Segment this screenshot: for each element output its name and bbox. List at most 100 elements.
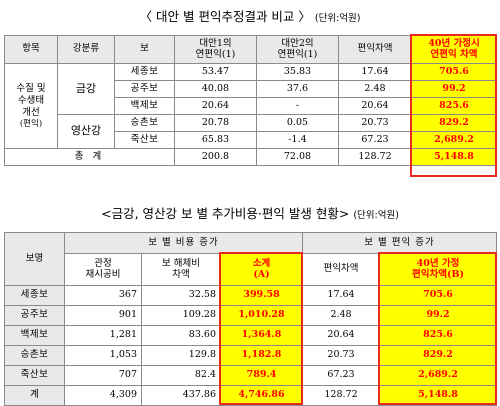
alt1-value: 53.47 bbox=[174, 63, 257, 81]
total-label: 총 계 bbox=[4, 148, 175, 166]
table1-header-row: 항목 강분류 보 대안1의 연편익(1) 대안2의 연편익(1) 편익차액 40… bbox=[4, 35, 497, 64]
well-value: 1,281 bbox=[64, 325, 142, 346]
header-weir: 보 bbox=[114, 35, 175, 64]
alt2-value: - bbox=[256, 97, 339, 115]
total-label: 계 bbox=[4, 385, 65, 406]
header-demolition-line1: 보 해체비 bbox=[162, 257, 200, 269]
total-benefit-diff: 128.72 bbox=[302, 385, 381, 406]
header-weir-name: 보명 bbox=[4, 232, 65, 286]
diff-value: 20.73 bbox=[338, 114, 412, 132]
table1-unit: (단위:억원) bbox=[314, 13, 361, 24]
y40-benefit-value: 2,689.2 bbox=[379, 365, 498, 386]
header-40yr-benefit: 40년 가정 편익차액(B) bbox=[379, 253, 498, 286]
table2-header-row2: 관정 재시공비 보 해체비 차액 소계 (A) 편익차액 40년 가정 편익차액… bbox=[5, 253, 498, 286]
benefit-diff-value: 67.23 bbox=[302, 365, 381, 386]
total-subtotal: 4,746.86 bbox=[219, 385, 304, 406]
river-yeongsan: 영산강 bbox=[57, 114, 115, 149]
y40-value: 705.6 bbox=[411, 63, 497, 81]
table2-total-row: 계 4,309 437.86 4,746.86 128.72 5,148.8 bbox=[4, 385, 498, 406]
demolition-value: 109.28 bbox=[141, 305, 221, 326]
table2-unit: (단위:억원) bbox=[353, 210, 399, 221]
header-well-cost: 관정 재시공비 bbox=[64, 253, 142, 286]
subtotal-value: 1,010.28 bbox=[219, 305, 304, 326]
benefit-diff-value: 2.48 bbox=[302, 305, 381, 326]
table1-title: 〈 대안 별 편익추정결과 비교 〉 bbox=[139, 9, 311, 24]
header-well-cost-line1: 관정 bbox=[94, 257, 112, 269]
demolition-value: 82.4 bbox=[141, 365, 221, 386]
weir-name: 세종보 bbox=[114, 63, 175, 81]
weir-name: 죽산보 bbox=[114, 131, 175, 149]
table2-title: <금강, 영산강 보 별 추가비용·편익 발생 현황> bbox=[101, 206, 350, 221]
header-40yr-benefit-line2: 편익차액(B) bbox=[412, 268, 464, 280]
well-value: 707 bbox=[64, 365, 142, 386]
subtotal-value: 399.58 bbox=[219, 285, 304, 306]
weir-name: 승촌보 bbox=[4, 345, 65, 366]
alt1-value: 20.78 bbox=[174, 114, 257, 132]
y40-value: 829.2 bbox=[411, 114, 497, 132]
header-subtotal-line1: 소계 bbox=[252, 257, 271, 269]
weir-name: 공주보 bbox=[114, 80, 175, 98]
subtotal-value: 1,364.8 bbox=[219, 325, 304, 346]
demolition-value: 83.60 bbox=[141, 325, 221, 346]
table-row: 백제보 20.64 - 20.64 825.6 bbox=[5, 97, 497, 115]
subtotal-value: 789.4 bbox=[219, 365, 304, 386]
header-demolition-diff: 보 해체비 차액 bbox=[141, 253, 221, 286]
total-demolition: 437.86 bbox=[141, 385, 221, 406]
table2: 보명 보 별 비용 증가 보 별 편익 증가 관정 재시공비 보 해체비 차액 … bbox=[4, 232, 498, 406]
y40-benefit-value: 825.6 bbox=[379, 325, 498, 346]
diff-value: 67.23 bbox=[338, 131, 412, 149]
alt2-value: 0.05 bbox=[256, 114, 339, 132]
table-row: 공주보 40.08 37.6 2.48 99.2 bbox=[5, 80, 497, 98]
header-cost-group: 보 별 비용 증가 bbox=[63, 232, 304, 254]
header-diff: 편익차액 bbox=[338, 35, 412, 64]
benefit-diff-value: 20.64 bbox=[302, 325, 381, 346]
benefit-diff-value: 17.64 bbox=[302, 285, 381, 306]
total-diff: 128.72 bbox=[338, 148, 412, 166]
weir-name: 세종보 bbox=[4, 285, 65, 306]
y40-benefit-value: 829.2 bbox=[379, 345, 498, 366]
header-alt1-line1: 대안1의 bbox=[199, 37, 232, 49]
diff-value: 2.48 bbox=[338, 80, 412, 98]
diff-value: 20.64 bbox=[338, 97, 412, 115]
alt2-value: -1.4 bbox=[256, 131, 339, 149]
y40-value: 99.2 bbox=[411, 80, 497, 98]
diff-value: 17.64 bbox=[338, 63, 412, 81]
alt2-value: 35.83 bbox=[256, 63, 339, 81]
alt1-value: 40.08 bbox=[174, 80, 257, 98]
header-subtotal-line2: (A) bbox=[253, 268, 270, 280]
demolition-value: 129.8 bbox=[141, 345, 221, 366]
river-geum: 금강 bbox=[57, 63, 115, 115]
header-benefit-group: 보 별 편익 증가 bbox=[302, 232, 498, 254]
weir-name: 죽산보 bbox=[4, 365, 65, 386]
well-value: 367 bbox=[64, 285, 142, 306]
y40-value: 2,689.2 bbox=[411, 131, 497, 149]
table1-title-line: 〈 대안 별 편익추정결과 비교 〉 (단위:억원) bbox=[0, 6, 500, 25]
y40-benefit-value: 99.2 bbox=[379, 305, 498, 326]
header-40yr-line2: 연편익 차액 bbox=[430, 48, 478, 60]
weir-name: 백제보 bbox=[114, 97, 175, 115]
header-40yr-benefit-line1: 40년 가정 bbox=[416, 257, 460, 269]
total-well: 4,309 bbox=[64, 385, 142, 406]
header-alt2: 대안2의 연편익(1) bbox=[256, 35, 339, 64]
item-label-line3: 개선 bbox=[22, 106, 40, 118]
demolition-value: 32.58 bbox=[141, 285, 221, 306]
header-well-cost-line2: 재시공비 bbox=[85, 268, 121, 280]
table-row: 영산강 승촌보 20.78 0.05 20.73 829.2 bbox=[5, 114, 497, 149]
table2-header-row1: 보명 보 별 비용 증가 보 별 편익 증가 bbox=[4, 232, 498, 286]
table1-total-row: 총 계 200.8 72.08 128.72 5,148.8 bbox=[4, 148, 497, 166]
header-item: 항목 bbox=[4, 35, 58, 64]
weir-name: 공주보 bbox=[4, 305, 65, 326]
table-row: 세종보 367 32.58 399.58 17.64 705.6 bbox=[4, 285, 498, 306]
total-y40: 5,148.8 bbox=[411, 148, 497, 166]
total-alt2: 72.08 bbox=[256, 148, 339, 166]
item-label-line1: 수질 및 bbox=[16, 82, 46, 94]
table-row: 수질 및 수생태 개선 (편익) 금강 세종보 53.47 35.83 17.6… bbox=[4, 63, 497, 149]
header-benefit-diff: 편익차액 bbox=[302, 253, 381, 286]
header-alt1-line2: 연편익(1) bbox=[195, 48, 236, 60]
weir-name: 승촌보 bbox=[114, 114, 175, 132]
benefit-diff-value: 20.73 bbox=[302, 345, 381, 366]
header-demolition-line2: 차액 bbox=[172, 268, 190, 280]
well-value: 1,053 bbox=[64, 345, 142, 366]
y40-benefit-value: 705.6 bbox=[379, 285, 498, 306]
header-river: 강분류 bbox=[57, 35, 115, 64]
